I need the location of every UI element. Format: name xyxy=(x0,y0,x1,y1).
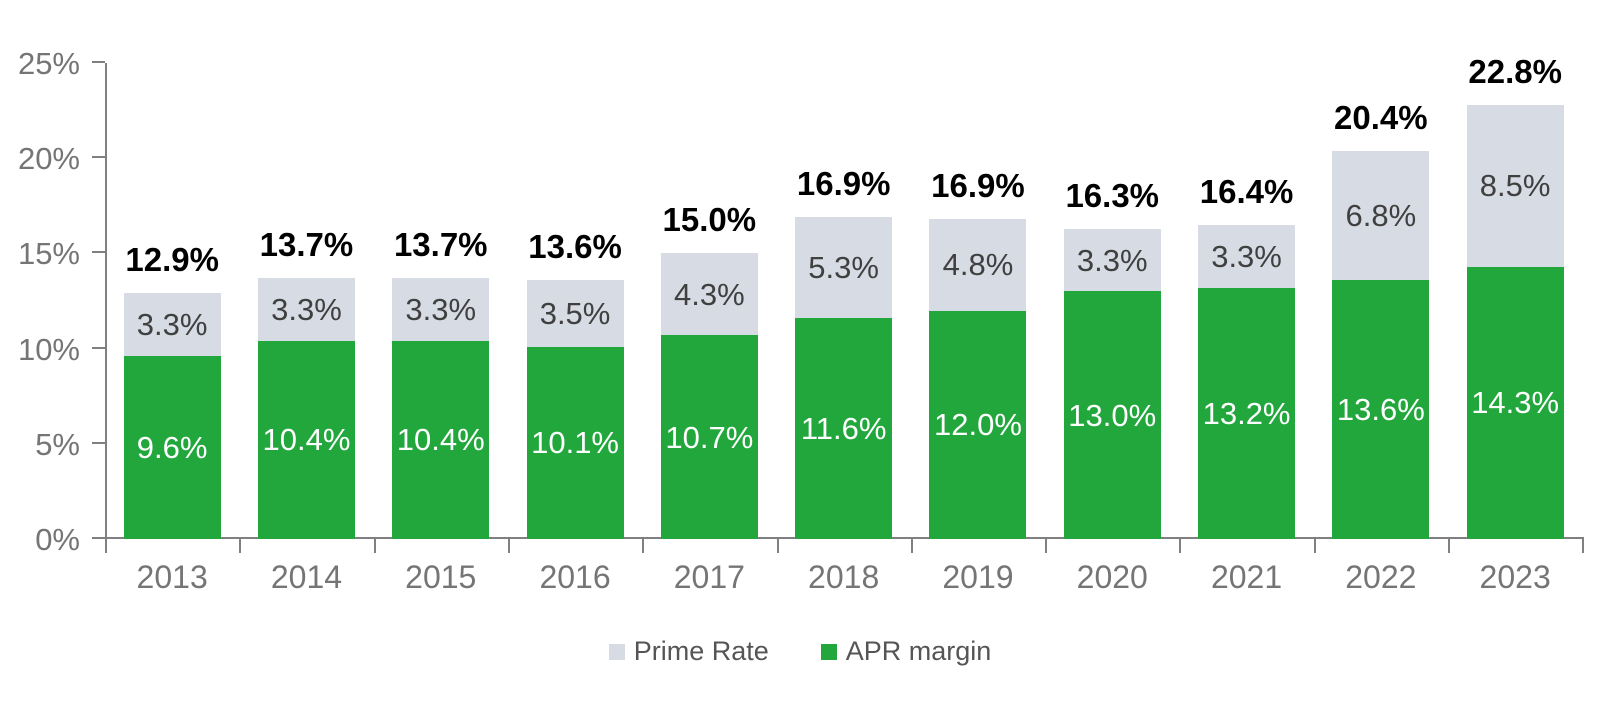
y-axis-tick-label: 0% xyxy=(35,522,80,557)
bar-segment-apr-margin: 10.7% xyxy=(660,335,758,539)
x-axis-tick xyxy=(1179,539,1182,553)
y-axis-tick xyxy=(92,251,105,254)
y-axis-tick xyxy=(92,346,105,349)
y-axis-tick xyxy=(92,61,105,63)
y-axis-tick xyxy=(92,156,105,159)
x-axis-category-label: 2022 xyxy=(1345,559,1417,595)
prime-rate-value-label: 3.3% xyxy=(405,292,477,328)
bar-segment-apr-margin: 12.0% xyxy=(929,310,1027,539)
bar-segment-prime-rate: 3.3% xyxy=(392,278,490,341)
prime-rate-value-label: 6.8% xyxy=(1345,197,1417,233)
total-value-label: 16.4% xyxy=(1199,172,1294,210)
x-axis-tick xyxy=(776,539,779,553)
prime-rate-value-label: 3.3% xyxy=(1076,242,1148,278)
x-axis-category-label: 2020 xyxy=(1076,559,1148,595)
total-value-label: 22.8% xyxy=(1468,52,1562,90)
apr-margin-value-label: 10.7% xyxy=(665,419,754,455)
chart-legend: Prime Rate APR margin xyxy=(0,638,1600,665)
y-axis-line xyxy=(105,63,107,539)
prime-rate-value-label: 3.3% xyxy=(271,292,342,328)
x-axis-category-label: 2019 xyxy=(942,559,1014,595)
x-axis-tick xyxy=(642,539,645,553)
x-axis-tick xyxy=(507,539,510,553)
legend-label: Prime Rate xyxy=(633,636,769,666)
bar-segment-prime-rate: 3.5% xyxy=(526,280,624,347)
apr-margin-value-label: 10.4% xyxy=(396,422,485,458)
apr-margin-value-label: 10.4% xyxy=(262,422,351,458)
bar-segment-apr-margin: 10.1% xyxy=(526,346,624,539)
prime-rate-value-label: 4.3% xyxy=(674,276,745,312)
y-axis-tick-label: 20% xyxy=(17,141,80,177)
bar-segment-prime-rate: 3.3% xyxy=(257,278,355,341)
x-axis-category-label: 2013 xyxy=(136,559,208,595)
apr-margin-value-label: 13.0% xyxy=(1068,397,1157,433)
total-value-label: 13.7% xyxy=(393,226,488,264)
total-value-label: 16.3% xyxy=(1065,176,1160,214)
bar-segment-prime-rate: 3.3% xyxy=(123,293,221,357)
legend-swatch-icon xyxy=(820,643,837,660)
y-axis-tick-label: 15% xyxy=(17,236,80,272)
total-value-label: 13.7% xyxy=(259,226,354,264)
x-axis-tick xyxy=(1448,539,1450,553)
bar-segment-prime-rate: 3.3% xyxy=(1063,228,1161,292)
legend-label: APR margin xyxy=(845,636,992,666)
bar-segment-apr-margin: 10.4% xyxy=(392,340,490,539)
apr-margin-value-label: 14.3% xyxy=(1471,385,1560,421)
x-axis-tick xyxy=(910,539,913,553)
legend-item-prime-rate: Prime Rate xyxy=(608,636,769,666)
prime-rate-value-label: 4.8% xyxy=(942,247,1014,283)
legend-swatch-icon xyxy=(608,643,625,660)
prime-rate-value-label: 3.5% xyxy=(539,295,611,331)
bar-segment-apr-margin: 10.4% xyxy=(257,340,355,539)
y-axis-tick-label: 10% xyxy=(17,331,80,367)
y-axis-tick-label: 25% xyxy=(17,46,80,81)
bar-segment-prime-rate: 5.3% xyxy=(795,217,893,319)
bar-segment-apr-margin: 13.0% xyxy=(1063,291,1161,539)
bar-segment-apr-margin: 14.3% xyxy=(1466,266,1564,539)
x-axis-tick xyxy=(373,539,376,553)
x-axis-category-label: 2021 xyxy=(1210,559,1283,595)
apr-margin-value-label: 10.1% xyxy=(531,425,619,461)
bar-segment-prime-rate: 4.3% xyxy=(660,253,758,336)
bar-segment-apr-margin: 13.6% xyxy=(1332,280,1430,539)
x-axis-category-label: 2023 xyxy=(1479,559,1551,595)
bar-segment-prime-rate: 4.8% xyxy=(929,219,1027,311)
x-axis-tick xyxy=(1313,539,1316,553)
bar-segment-prime-rate: 6.8% xyxy=(1332,150,1430,281)
total-value-label: 16.9% xyxy=(931,167,1025,205)
y-axis-tick xyxy=(92,441,105,444)
x-axis-category-label: 2018 xyxy=(808,559,880,595)
apr-margin-value-label: 12.0% xyxy=(933,407,1022,443)
prime-rate-value-label: 3.3% xyxy=(1211,238,1282,274)
total-value-label: 13.6% xyxy=(528,228,622,266)
bar-segment-apr-margin: 13.2% xyxy=(1198,287,1296,539)
x-axis-category-label: 2017 xyxy=(673,559,745,595)
bar-segment-apr-margin: 9.6% xyxy=(123,356,221,539)
apr-margin-value-label: 11.6% xyxy=(800,411,887,447)
y-axis-tick xyxy=(92,537,105,539)
x-axis-tick xyxy=(239,539,242,553)
bar-segment-prime-rate: 3.3% xyxy=(1198,224,1296,288)
y-axis-tick-label: 5% xyxy=(35,426,80,462)
apr-margin-value-label: 13.2% xyxy=(1202,395,1291,431)
x-axis-category-label: 2016 xyxy=(539,559,611,595)
total-value-label: 16.9% xyxy=(796,165,891,203)
prime-rate-value-label: 5.3% xyxy=(808,250,879,286)
x-axis-category-label: 2015 xyxy=(405,559,477,595)
total-value-label: 15.0% xyxy=(662,201,757,239)
bar-segment-prime-rate: 8.5% xyxy=(1466,104,1564,267)
total-value-label: 12.9% xyxy=(125,241,219,279)
x-axis-tick xyxy=(105,539,107,553)
bar-segment-apr-margin: 11.6% xyxy=(795,318,893,539)
total-value-label: 20.4% xyxy=(1334,98,1428,136)
prime-rate-value-label: 8.5% xyxy=(1479,168,1551,204)
legend-item-apr-margin: APR margin xyxy=(820,636,992,666)
prime-rate-value-label: 3.3% xyxy=(136,307,208,343)
x-axis-tick xyxy=(1045,539,1048,553)
apr-margin-value-label: 13.6% xyxy=(1336,392,1425,428)
apr-margin-value-label: 9.6% xyxy=(136,430,208,466)
x-axis-category-label: 2014 xyxy=(270,559,343,595)
x-axis-tick xyxy=(1582,539,1585,553)
